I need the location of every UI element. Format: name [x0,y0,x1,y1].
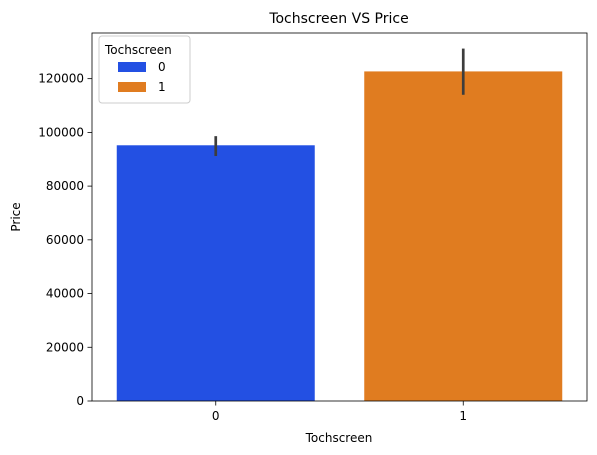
legend-swatch-0 [118,62,146,72]
axes: 0 1 0 20000 40000 60000 80000 100000 120000 [38,32,588,423]
plot-frame [91,32,588,402]
x-tick-label-1: 1 [459,409,467,423]
legend-swatch-1 [118,82,146,92]
legend-title: Tochscreen [104,43,172,57]
x-tick-label-0: 0 [212,409,220,423]
y-tick-label-0: 0 [76,394,84,408]
y-axis-label: Price [9,202,23,231]
legend-label-1: 1 [158,80,166,94]
legend: Tochscreen 0 1 [98,35,191,104]
y-tick-label-40000: 40000 [46,287,84,301]
y-tick-label-60000: 60000 [46,233,84,247]
x-axis-label: Tochscreen [305,431,373,445]
y-tick-label-20000: 20000 [46,340,84,354]
legend-label-0: 0 [158,60,166,74]
plot-area [116,48,563,401]
y-tick-label-100000: 100000 [38,125,84,139]
y-tick-label-80000: 80000 [46,179,84,193]
bar-1 [364,71,563,401]
y-tick-label-120000: 120000 [38,72,84,86]
chart-title: Tochscreen VS Price [268,11,408,27]
bar-0 [116,145,315,401]
